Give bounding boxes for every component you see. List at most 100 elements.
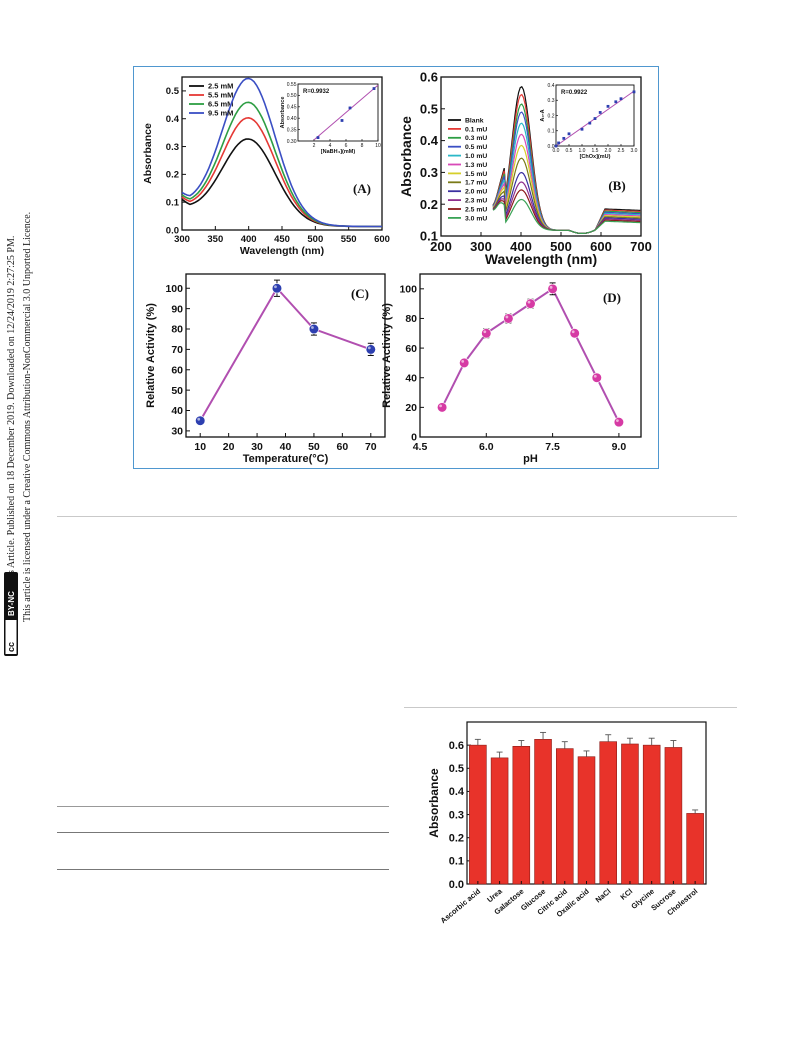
inset-y-tick-label: 0.50 xyxy=(287,93,297,99)
inset-y-tick-label: 0.1 xyxy=(548,129,555,135)
inset-data-point xyxy=(632,90,636,94)
inset-data-point xyxy=(588,121,592,125)
bar xyxy=(686,813,704,885)
data-point-highlight xyxy=(505,315,509,319)
inset-data-point xyxy=(580,127,584,131)
y-tick-label: 30 xyxy=(171,426,183,438)
series-line xyxy=(441,287,620,423)
inset-x-label: [ChOx](mU) xyxy=(580,154,611,160)
inset-data-point xyxy=(340,119,344,122)
bar xyxy=(621,743,639,885)
inset-data-point xyxy=(567,132,571,136)
y-tick-label: 0.1 xyxy=(166,198,180,209)
data-point-highlight xyxy=(616,419,619,423)
y-tick-label: 90 xyxy=(171,303,183,315)
inset-x-tick-label: 2 xyxy=(313,143,316,149)
data-point-highlight xyxy=(527,300,531,304)
x-tick-label: 40 xyxy=(280,441,292,453)
inset-x-tick-label: 3.0 xyxy=(631,148,638,154)
panel-a-series: 2.5 mM5.5 mM6.5 mM9.5 mM (A) xyxy=(181,77,382,228)
legend-entry: 0.3 mU xyxy=(465,135,487,142)
panel-c-axes: 10 20 30 40 50 60 70 30 40 50 60 70 80 90 100 Temperatu… xyxy=(145,273,386,465)
inset-y-tick-label: 0.35 xyxy=(287,127,297,133)
series-line xyxy=(492,198,641,234)
x-axis-label: Wavelength (nm) xyxy=(485,251,597,267)
y-tick-label: 0.6 xyxy=(420,70,438,85)
y-tick-label: 0.4 xyxy=(449,786,465,798)
data-point-highlight xyxy=(274,285,277,289)
x-tick-label: 450 xyxy=(274,234,290,245)
data-point-highlight xyxy=(311,326,314,329)
y-tick-label: 0.4 xyxy=(420,133,439,148)
bar xyxy=(599,741,618,885)
x-tick-label: 400 xyxy=(510,239,532,254)
legend-entry: 0.5 mU xyxy=(465,144,487,151)
x-axis-label: Temperature(°C) xyxy=(243,453,329,465)
legend-entry: 1.7 mU xyxy=(465,180,487,187)
inset-frame xyxy=(555,84,635,147)
inset-y-tick-label: 0.2 xyxy=(548,113,555,119)
x-tick-label: 7.5 xyxy=(545,441,560,453)
plot-frame xyxy=(440,76,642,237)
data-point xyxy=(569,328,580,339)
x-tick-label: 600 xyxy=(590,239,612,254)
x-tick-label: 50 xyxy=(308,441,320,453)
y-axis-label: Relative Activity (%) xyxy=(145,303,157,408)
panel-label: (D) xyxy=(603,290,621,305)
x-tick-label: 9.0 xyxy=(612,441,627,453)
inset-data-point xyxy=(598,111,602,114)
data-point xyxy=(437,402,448,413)
inset-fit-line xyxy=(313,84,379,141)
x-tick-label: 600 xyxy=(374,234,390,245)
series-line xyxy=(181,77,382,228)
data-point xyxy=(503,313,514,324)
data-point-highlight xyxy=(483,330,487,334)
x-tick-label: 300 xyxy=(174,234,190,245)
y-tick-label: 0.0 xyxy=(449,879,464,891)
separator-rule-top xyxy=(57,516,737,517)
y-tick-label: 0.2 xyxy=(449,833,464,845)
data-point xyxy=(525,298,536,309)
inset-frame xyxy=(297,83,379,142)
y-tick-label: 0.4 xyxy=(166,114,180,125)
inset-data-point xyxy=(348,106,352,110)
y-tick-label: 100 xyxy=(165,283,183,295)
cc-license-badge[interactable]: BY-NC cc xyxy=(4,572,18,656)
y-axis-label: Absorbance xyxy=(398,116,414,197)
legend-entry: 1.5 mU xyxy=(465,171,487,178)
inset-x-tick-label: 2.5 xyxy=(618,148,625,154)
cc-badge-cc: cc xyxy=(6,642,16,652)
x-tick-label: 30 xyxy=(251,441,263,453)
x-tick-label: 20 xyxy=(223,441,235,453)
legend-entry: Blank xyxy=(465,117,484,124)
cc-badge-text: BY-NC xyxy=(7,591,16,616)
inset-y-tick-label: 0.3 xyxy=(548,98,555,104)
inset-data-point xyxy=(606,104,610,108)
legend-entry: 1.0 mU xyxy=(465,153,487,160)
panel-e-bar-chart: 0.0 0.1 0.2 0.3 0.4 0.5 0.6 Absorbance Ascorbic … xyxy=(427,721,707,925)
inset-y-label: Absorbance xyxy=(280,97,286,129)
x-tick-label: 500 xyxy=(550,239,572,254)
x-tick-label: 6.0 xyxy=(479,441,494,453)
side-notice-svg: Open Access Article. Published on 18 Dec… xyxy=(4,212,33,656)
y-tick-label: 50 xyxy=(171,385,183,397)
legend-entry: 2.5 mM xyxy=(208,82,233,91)
panel-b-series: Blank 0.1 mU 0.3 mU 0.5 mU 1.0 mU 1.3 mU 1.5 m… xyxy=(448,85,641,234)
inset-y-tick-label: 0.4 xyxy=(548,83,555,89)
y-tick-label: 0.3 xyxy=(449,809,464,821)
legend-entry: 2.0 mU xyxy=(465,189,487,196)
y-tick-label: 40 xyxy=(171,405,183,417)
panel-c-series: (C) xyxy=(195,279,376,426)
data-point-highlight xyxy=(439,404,442,408)
y-tick-label: 0.2 xyxy=(166,170,179,181)
y-tick-label: 0.3 xyxy=(166,142,179,153)
inset-data-point xyxy=(316,136,320,139)
inset-data-point xyxy=(619,97,623,101)
bar xyxy=(642,744,661,885)
x-tick-label: 300 xyxy=(470,239,492,254)
legend-entry: 6.5 mM xyxy=(208,100,233,109)
panel-label: (B) xyxy=(608,178,625,193)
inset-y-tick-label: 0.0 xyxy=(548,144,555,150)
bar xyxy=(534,739,552,885)
panel-a-inset: 2 4 6 8 10 0.30 0.35 0.40 0.45 0.50 0.55 [NaBH₄](mM… xyxy=(280,82,381,155)
